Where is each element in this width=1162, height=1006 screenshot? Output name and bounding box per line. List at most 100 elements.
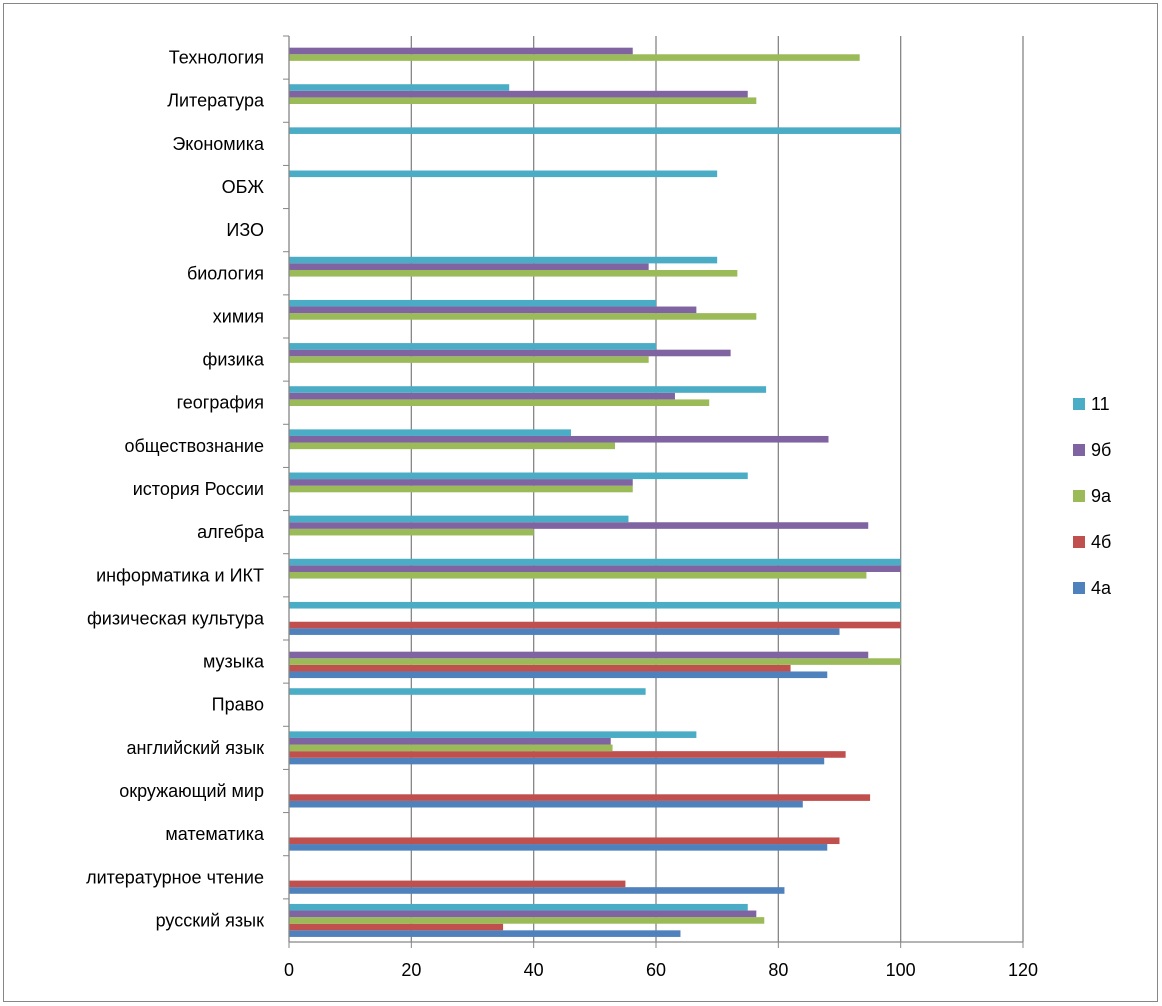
category-label: алгебра	[197, 522, 265, 542]
x-tick-label: 80	[768, 960, 788, 980]
category-labels: русский язык литературное чтение математик…	[86, 48, 265, 931]
bar	[289, 485, 633, 493]
category-label: окружающий мир	[119, 781, 264, 801]
bar	[289, 917, 765, 924]
bar	[289, 757, 825, 765]
bar	[289, 903, 748, 911]
bar	[289, 269, 738, 277]
bar	[289, 392, 675, 400]
category-label: химия	[213, 306, 264, 326]
bar	[289, 84, 510, 91]
bar	[289, 170, 718, 178]
bar	[289, 399, 710, 407]
bar	[289, 837, 840, 845]
bar	[289, 54, 860, 61]
bar	[289, 880, 626, 888]
legend-swatch	[1073, 490, 1085, 502]
legend-swatch	[1073, 536, 1085, 548]
bar	[289, 558, 901, 566]
bar	[289, 386, 767, 393]
legend-label: 4а	[1091, 578, 1112, 598]
x-tick-label: 120	[1008, 960, 1038, 980]
category-label: английский язык	[126, 738, 264, 758]
legend-swatch	[1073, 444, 1085, 456]
category-label: Право	[212, 695, 264, 715]
bar	[289, 688, 646, 695]
bar	[289, 429, 571, 436]
bar	[289, 751, 846, 758]
bar	[289, 515, 629, 523]
legend-swatch	[1073, 582, 1085, 594]
category-label: физика	[203, 350, 265, 370]
category-label: физическая культура	[87, 608, 265, 628]
category-label: математика	[165, 824, 265, 844]
axes	[283, 35, 1024, 948]
category-label: биология	[187, 263, 264, 283]
bar	[289, 731, 697, 738]
category-label: обществознание	[124, 436, 264, 456]
x-tick-labels: 0 20 40 60 80 100 120	[284, 960, 1038, 980]
x-tick-label: 60	[646, 960, 666, 980]
bars	[289, 47, 901, 937]
bar	[289, 442, 616, 450]
chart-frame	[3, 3, 1158, 1002]
legend-label: 9б	[1091, 440, 1111, 460]
bar	[289, 528, 534, 536]
x-tick-label: 40	[524, 960, 544, 980]
bar	[289, 621, 901, 629]
bar	[289, 565, 901, 572]
bar	[289, 887, 785, 894]
category-label: информатика и ИКТ	[96, 565, 264, 585]
bar	[289, 664, 791, 672]
legend-label: 9а	[1091, 486, 1112, 506]
bar	[289, 127, 901, 134]
gridlines	[410, 36, 1024, 942]
legend-label: 11	[1091, 394, 1110, 414]
bar	[289, 522, 869, 529]
bar	[289, 671, 828, 679]
bar	[289, 263, 649, 270]
category-label: Технология	[169, 48, 264, 68]
bar	[289, 658, 901, 665]
bar	[289, 435, 829, 443]
bar	[289, 910, 757, 918]
x-tick-label: 100	[886, 960, 916, 980]
bar	[289, 472, 748, 480]
bar	[289, 737, 611, 745]
legend-label: 4б	[1091, 532, 1111, 552]
bar	[289, 794, 871, 801]
category-label: литературное чтение	[86, 867, 264, 887]
bar	[289, 90, 748, 98]
bar	[289, 601, 901, 609]
category-label: Экономика	[172, 134, 265, 154]
category-label: география	[177, 393, 264, 413]
bar	[289, 97, 757, 105]
category-label: ИЗО	[226, 220, 264, 240]
bar	[289, 299, 656, 307]
bar	[289, 343, 656, 350]
bar	[289, 923, 504, 931]
bar	[289, 349, 731, 357]
category-label: ОБЖ	[222, 177, 265, 197]
bar	[289, 628, 840, 635]
bar	[289, 306, 697, 314]
bar	[289, 571, 867, 579]
legend-swatch	[1073, 398, 1085, 410]
bar	[289, 313, 757, 320]
bar	[289, 844, 828, 851]
legend: 11 9б 9а 4б 4а	[1073, 394, 1112, 598]
bar	[289, 256, 718, 264]
bar	[289, 356, 649, 363]
bar	[289, 479, 633, 486]
category-label: русский язык	[156, 910, 265, 930]
bar	[289, 47, 633, 55]
x-tick-label: 0	[284, 960, 294, 980]
category-label: музыка	[203, 652, 265, 672]
bar	[289, 651, 869, 659]
category-label: Литература	[167, 91, 265, 111]
category-label: история России	[133, 479, 264, 499]
bar	[289, 930, 681, 937]
x-tick-label: 20	[401, 960, 421, 980]
bar	[289, 744, 613, 752]
